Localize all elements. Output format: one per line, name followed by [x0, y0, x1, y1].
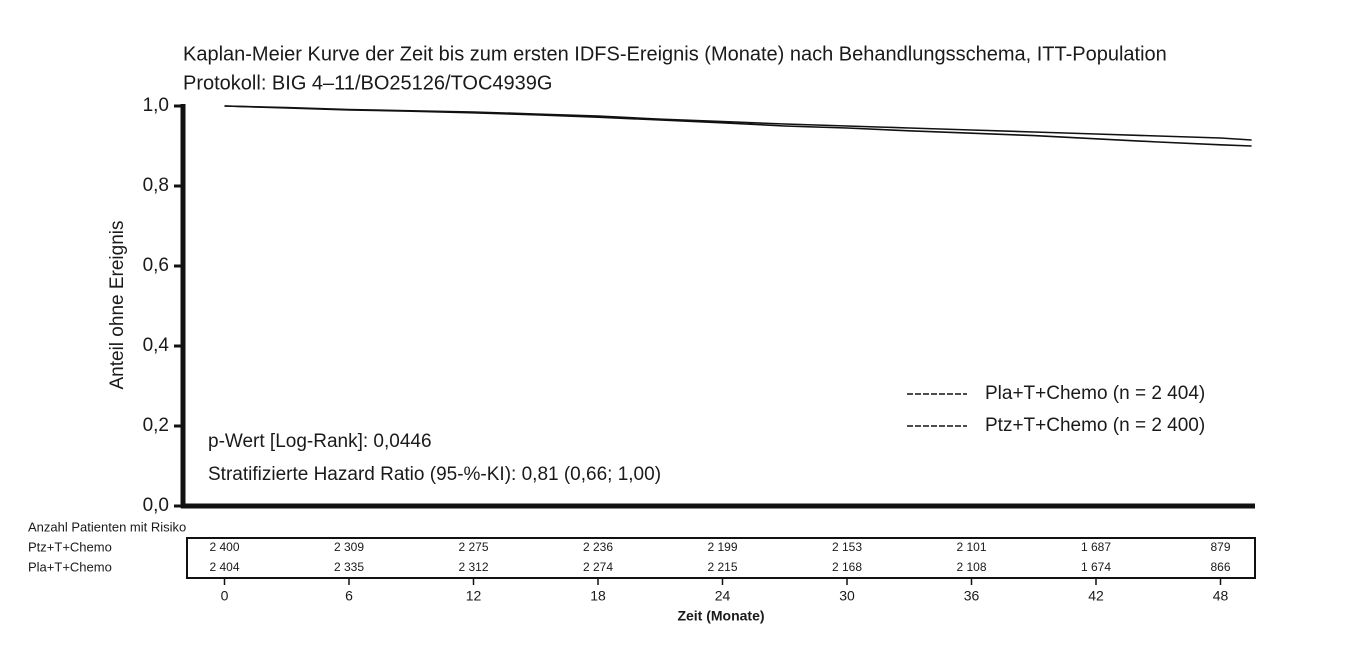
- x-axis-label: Zeit (Monate): [677, 608, 764, 624]
- x-tick-label: 36: [964, 588, 980, 604]
- y-tick-label: 0,6: [143, 255, 169, 276]
- risk-count: 1 674: [1081, 560, 1111, 574]
- risk-count: 2 312: [458, 560, 488, 574]
- risk-count: 879: [1210, 540, 1230, 554]
- x-tick-label: 18: [590, 588, 606, 604]
- annotation: Stratifizierte Hazard Ratio (95-%-KI): 0…: [208, 464, 661, 485]
- chart-subtitle: Protokoll: BIG 4–11/BO25126/TOC4939G: [183, 72, 552, 94]
- risk-count: 2 404: [209, 560, 239, 574]
- y-tick-label: 1,0: [143, 95, 169, 116]
- risk-count: 2 153: [832, 540, 862, 554]
- y-tick-label: 0,4: [143, 335, 170, 356]
- y-tick-label: 0,8: [143, 175, 169, 196]
- legend-label: Ptz+T+Chemo (n = 2 400): [985, 415, 1205, 436]
- x-tick-label: 24: [715, 588, 731, 604]
- survival-curve: [224, 105, 1252, 141]
- x-tick-label: 6: [345, 588, 353, 604]
- risk-count: 2 400: [209, 540, 239, 554]
- x-tick-label: 30: [839, 588, 855, 604]
- risk-count: 2 236: [583, 540, 613, 554]
- risk-count: 2 275: [458, 540, 488, 554]
- risk-count: 2 215: [707, 560, 737, 574]
- risk-row-label: Pla+T+Chemo: [28, 559, 112, 574]
- y-tick-label: 0,2: [143, 415, 169, 436]
- chart-title: Kaplan-Meier Kurve der Zeit bis zum erst…: [183, 43, 1167, 65]
- risk-count: 2 309: [334, 540, 364, 554]
- survival-curve: [224, 105, 1252, 147]
- risk-count: 2 101: [956, 540, 986, 554]
- x-tick-label: 0: [221, 588, 229, 604]
- annotation: p-Wert [Log-Rank]: 0,0446: [208, 431, 432, 452]
- x-tick-label: 42: [1088, 588, 1104, 604]
- risk-count: 2 168: [832, 560, 862, 574]
- legend-label: Pla+T+Chemo (n = 2 404): [985, 383, 1205, 404]
- risk-count: 2 199: [707, 540, 737, 554]
- risk-count: 2 274: [583, 560, 613, 574]
- y-tick-label: 0,0: [143, 495, 169, 516]
- risk-table-frame: [186, 537, 1256, 579]
- risk-count: 866: [1210, 560, 1230, 574]
- risk-row-label: Ptz+T+Chemo: [28, 539, 112, 554]
- x-tick-label: 12: [466, 588, 482, 604]
- risk-count: 2 335: [334, 560, 364, 574]
- risk-table-title: Anzahl Patienten mit Risiko: [28, 519, 186, 534]
- risk-count: 1 687: [1081, 540, 1111, 554]
- x-tick-label: 48: [1213, 588, 1229, 604]
- y-axis-label: Anteil ohne Ereignis: [107, 221, 128, 390]
- risk-count: 2 108: [956, 560, 986, 574]
